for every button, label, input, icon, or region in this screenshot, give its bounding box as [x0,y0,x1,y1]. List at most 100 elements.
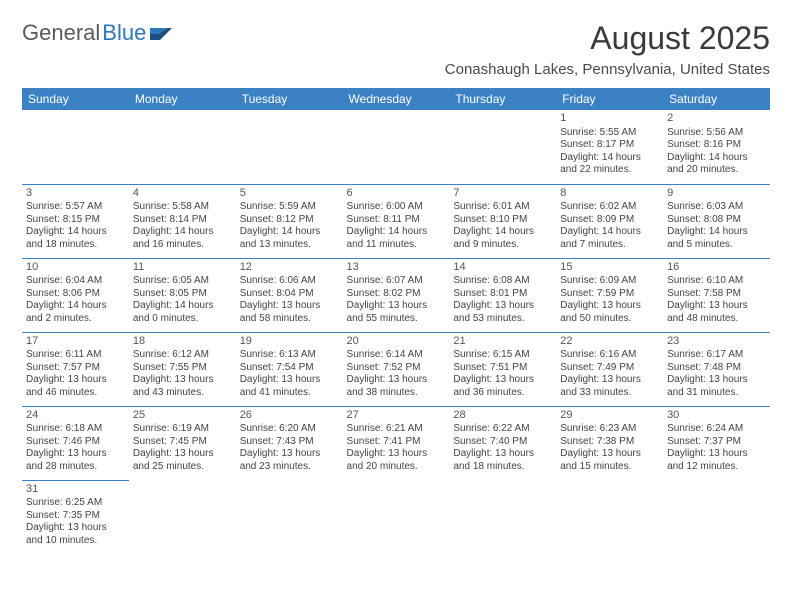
sunrise-text: Sunrise: 6:21 AM [347,423,446,436]
daylight-text: Daylight: 13 hours [26,374,125,387]
sunset-text: Sunset: 7:46 PM [26,436,125,449]
calendar-row: 31Sunrise: 6:25 AMSunset: 7:35 PMDayligh… [22,480,770,554]
calendar-cell: 27Sunrise: 6:21 AMSunset: 7:41 PMDayligh… [343,406,450,480]
daylight-text: Daylight: 14 hours [26,300,125,313]
sunrise-text: Sunrise: 6:10 AM [667,275,766,288]
sunset-text: Sunset: 7:49 PM [560,362,659,375]
sunrise-text: Sunrise: 6:18 AM [26,423,125,436]
daylight-text: and 23 minutes. [240,461,339,474]
daylight-text: and 13 minutes. [240,239,339,252]
sunset-text: Sunset: 8:10 PM [453,214,552,227]
sunset-text: Sunset: 8:08 PM [667,214,766,227]
daylight-text: and 31 minutes. [667,387,766,400]
day-number: 2 [667,112,766,126]
calendar-cell: 20Sunrise: 6:14 AMSunset: 7:52 PMDayligh… [343,332,450,406]
day-number: 7 [453,187,552,201]
daylight-text: and 2 minutes. [26,313,125,326]
sunrise-text: Sunrise: 6:19 AM [133,423,232,436]
weekday-header: Tuesday [236,88,343,110]
day-number: 16 [667,261,766,275]
daylight-text: Daylight: 13 hours [26,522,125,535]
daylight-text: and 43 minutes. [133,387,232,400]
sunrise-text: Sunrise: 6:05 AM [133,275,232,288]
daylight-text: and 16 minutes. [133,239,232,252]
calendar-cell-empty [449,480,556,554]
daylight-text: Daylight: 13 hours [347,300,446,313]
calendar-row: 24Sunrise: 6:18 AMSunset: 7:46 PMDayligh… [22,406,770,480]
daylight-text: Daylight: 14 hours [667,152,766,165]
daylight-text: Daylight: 13 hours [560,374,659,387]
calendar-cell: 31Sunrise: 6:25 AMSunset: 7:35 PMDayligh… [22,480,129,554]
sunset-text: Sunset: 8:12 PM [240,214,339,227]
daylight-text: and 33 minutes. [560,387,659,400]
sunset-text: Sunset: 8:06 PM [26,288,125,301]
day-number: 21 [453,335,552,349]
day-number: 28 [453,409,552,423]
daylight-text: Daylight: 13 hours [133,374,232,387]
day-number: 14 [453,261,552,275]
daylight-text: and 50 minutes. [560,313,659,326]
day-number: 25 [133,409,232,423]
calendar-cell-empty [236,480,343,554]
daylight-text: Daylight: 13 hours [453,448,552,461]
daylight-text: and 28 minutes. [26,461,125,474]
sunset-text: Sunset: 8:05 PM [133,288,232,301]
day-number: 1 [560,112,659,126]
daylight-text: and 10 minutes. [26,535,125,548]
day-number: 12 [240,261,339,275]
sunset-text: Sunset: 8:15 PM [26,214,125,227]
sunrise-text: Sunrise: 5:59 AM [240,201,339,214]
sunrise-text: Sunrise: 6:06 AM [240,275,339,288]
daylight-text: and 55 minutes. [347,313,446,326]
location-text: Conashaugh Lakes, Pennsylvania, United S… [445,61,770,78]
calendar-cell-empty [22,110,129,184]
logo-part2: Blue [102,20,146,46]
day-number: 11 [133,261,232,275]
daylight-text: Daylight: 14 hours [347,226,446,239]
sunset-text: Sunset: 7:51 PM [453,362,552,375]
daylight-text: Daylight: 13 hours [26,448,125,461]
daylight-text: and 41 minutes. [240,387,339,400]
calendar-cell-empty [129,480,236,554]
calendar-cell: 9Sunrise: 6:03 AMSunset: 8:08 PMDaylight… [663,184,770,258]
day-number: 23 [667,335,766,349]
calendar-cell: 3Sunrise: 5:57 AMSunset: 8:15 PMDaylight… [22,184,129,258]
sunset-text: Sunset: 7:59 PM [560,288,659,301]
sunset-text: Sunset: 7:52 PM [347,362,446,375]
header: GeneralBlue August 2025 Conashaugh Lakes… [22,20,770,78]
daylight-text: Daylight: 14 hours [26,226,125,239]
daylight-text: and 36 minutes. [453,387,552,400]
sunset-text: Sunset: 8:16 PM [667,139,766,152]
calendar-cell: 17Sunrise: 6:11 AMSunset: 7:57 PMDayligh… [22,332,129,406]
sunrise-text: Sunrise: 6:08 AM [453,275,552,288]
sunrise-text: Sunrise: 5:58 AM [133,201,232,214]
daylight-text: Daylight: 14 hours [133,300,232,313]
daylight-text: Daylight: 13 hours [453,374,552,387]
day-number: 27 [347,409,446,423]
sunrise-text: Sunrise: 6:07 AM [347,275,446,288]
calendar-cell: 10Sunrise: 6:04 AMSunset: 8:06 PMDayligh… [22,258,129,332]
calendar-cell: 28Sunrise: 6:22 AMSunset: 7:40 PMDayligh… [449,406,556,480]
daylight-text: Daylight: 14 hours [133,226,232,239]
sunrise-text: Sunrise: 6:17 AM [667,349,766,362]
daylight-text: and 25 minutes. [133,461,232,474]
weekday-header: Friday [556,88,663,110]
logo: GeneralBlue [22,20,172,46]
day-number: 17 [26,335,125,349]
calendar-cell: 7Sunrise: 6:01 AMSunset: 8:10 PMDaylight… [449,184,556,258]
calendar-cell: 2Sunrise: 5:56 AMSunset: 8:16 PMDaylight… [663,110,770,184]
flag-icon [150,20,172,46]
day-number: 24 [26,409,125,423]
weekday-header: Sunday [22,88,129,110]
daylight-text: Daylight: 13 hours [560,300,659,313]
weekday-header: Wednesday [343,88,450,110]
calendar-cell: 15Sunrise: 6:09 AMSunset: 7:59 PMDayligh… [556,258,663,332]
weekday-header: Thursday [449,88,556,110]
sunset-text: Sunset: 7:57 PM [26,362,125,375]
sunrise-text: Sunrise: 6:11 AM [26,349,125,362]
calendar-cell: 23Sunrise: 6:17 AMSunset: 7:48 PMDayligh… [663,332,770,406]
sunrise-text: Sunrise: 6:25 AM [26,497,125,510]
calendar-cell: 4Sunrise: 5:58 AMSunset: 8:14 PMDaylight… [129,184,236,258]
daylight-text: and 18 minutes. [453,461,552,474]
calendar-cell: 5Sunrise: 5:59 AMSunset: 8:12 PMDaylight… [236,184,343,258]
